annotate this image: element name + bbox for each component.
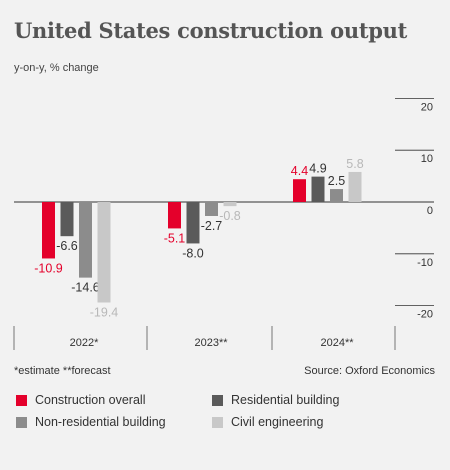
legend-item-non-residential-building: Non-residential building [16,415,166,429]
bar-value-label: -0.8 [219,209,241,223]
x-category-label: 2023** [194,337,228,349]
bar [79,202,92,278]
footnote: *estimate **forecast [14,365,111,377]
bar-value-label: -8.0 [182,246,204,260]
legend-swatch [212,416,223,428]
x-category-label: 2022* [70,337,99,349]
chart-title: United States construction output [14,18,407,43]
legend-item-construction-overall: Construction overall [16,393,145,407]
legend-label: Construction overall [35,393,146,407]
y-tick-label: 20 [421,101,433,113]
bar [186,202,200,244]
bar-value-label: -2.7 [201,219,223,233]
bar-value-label: 2.5 [328,174,345,188]
legend-swatch [16,416,27,428]
bar-value-label: 4.9 [309,162,326,176]
bar [97,202,111,303]
bar [311,176,325,202]
bar [168,202,181,229]
legend-swatch [16,394,27,406]
bar-value-label: 5.8 [346,157,363,171]
legend-label: Residential building [231,393,340,407]
bar-value-label: -19.4 [90,305,119,319]
bar-value-label: -14.6 [71,281,100,295]
bar [348,171,362,202]
bar [330,189,343,202]
bar [205,202,218,216]
bar-value-label: -6.6 [56,239,78,253]
legend-item-civil-engineering: Civil engineering [212,415,323,429]
bar-chart: 20 10 0 -10 -20 -10.9 -5.1 4.4 -6.6 -8.0 4.9 -14.6 -… [13,98,434,350]
y-tick-label: 0 [427,205,433,217]
bar-value-label: 4.4 [291,164,308,178]
bar-value-label: -5.1 [164,231,186,245]
chart-subtitle: y-on-y, % change [14,62,99,74]
legend-label: Non-residential building [35,415,166,429]
bar-value-label: -10.9 [34,261,63,275]
y-tick-label: -20 [417,309,433,321]
legend-label: Civil engineering [231,415,324,429]
bar [223,202,237,207]
legend-swatch [212,394,223,406]
y-tick-label: -10 [417,257,433,269]
bar [293,179,306,202]
legend-item-residential-building: Residential building [212,393,339,407]
y-tick-label: 10 [421,153,433,165]
bar [60,202,74,237]
source-note: Source: Oxford Economics [304,365,435,377]
bar [42,202,55,259]
x-category-label: 2024** [320,337,354,349]
